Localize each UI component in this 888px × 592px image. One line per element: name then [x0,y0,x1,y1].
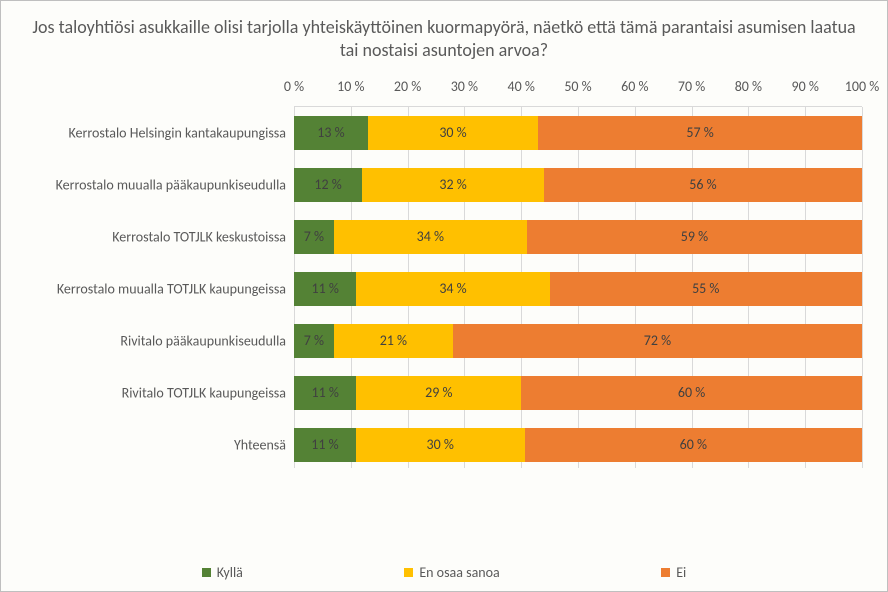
segment-value-label: 57 % [686,124,713,141]
segment-value-label: 60 % [678,384,705,401]
segment-value-label: 34 % [439,280,466,297]
legend-label: Kyllä [217,564,243,581]
x-tick-label: 90 % [792,78,819,95]
bar-row: Yhteensä11 %30 %60 % [294,428,862,462]
bar-segment: 13 % [294,116,368,150]
segment-value-label: 32 % [439,176,466,193]
segment-value-label: 11 % [311,436,338,453]
bar-segment: 29 % [356,376,521,410]
bar-row: Kerrostalo TOTJLK keskustoissa7 %34 %59 … [294,220,862,254]
x-tick-label: 30 % [451,78,478,95]
bar-segment: 11 % [294,428,356,462]
bar-segment: 56 % [544,168,862,202]
legend-label: Ei [676,564,686,581]
bar-segment: 60 % [521,376,862,410]
bar-segment: 7 % [294,220,334,254]
bar-segment: 11 % [294,376,356,410]
segment-value-label: 7 % [304,332,324,349]
segment-value-label: 60 % [680,436,707,453]
legend: Kyllä En osaa sanoa Ei [1,564,887,581]
x-tick-label: 80 % [735,78,762,95]
x-axis: 0 %10 %20 %30 %40 %50 %60 %70 %80 %90 %1… [294,78,862,103]
legend-item: Ei [661,564,686,581]
category-label: Kerrostalo TOTJLK keskustoissa [11,228,294,245]
legend-swatch [404,568,413,577]
x-tick-label: 40 % [508,78,535,95]
segment-value-label: 59 % [681,228,708,245]
bar-segment: 60 % [525,428,862,462]
category-label: Rivitalo pääkaupunkiseudulla [11,332,294,349]
category-label: Kerrostalo muualla TOTJLK kaupungeissa [11,280,294,297]
segment-value-label: 30 % [439,124,466,141]
segment-value-label: 12 % [314,176,341,193]
legend-swatch [202,568,211,577]
bar-segment: 34 % [356,272,549,306]
bars-area: Kerrostalo Helsingin kantakaupungissa13 … [294,106,862,468]
bar-segment: 59 % [527,220,862,254]
segment-value-label: 34 % [417,228,444,245]
segment-value-label: 11 % [312,280,339,297]
segment-value-label: 72 % [644,332,671,349]
bar-row: Kerrostalo muualla TOTJLK kaupungeissa11… [294,272,862,306]
bar-segment: 30 % [356,428,525,462]
bar-row: Rivitalo pääkaupunkiseudulla7 %21 %72 % [294,324,862,358]
x-tick-label: 60 % [621,78,648,95]
category-label: Yhteensä [11,436,294,453]
x-tick-label: 0 % [284,78,304,95]
segment-value-label: 11 % [312,384,339,401]
plot-area: 0 %10 %20 %30 %40 %50 %60 %70 %80 %90 %1… [294,78,862,468]
chart-title: Jos taloyhtiösi asukkaille olisi tarjoll… [31,16,857,63]
legend-item: Kyllä [202,564,243,581]
legend-swatch [661,568,670,577]
segment-value-label: 56 % [689,176,716,193]
segment-value-label: 7 % [304,228,324,245]
bar-segment: 72 % [453,324,862,358]
bar-segment: 57 % [538,116,862,150]
x-tick-label: 70 % [678,78,705,95]
bar-row: Kerrostalo Helsingin kantakaupungissa13 … [294,116,862,150]
segment-value-label: 21 % [380,332,407,349]
x-tick-label: 10 % [337,78,364,95]
category-label: Rivitalo TOTJLK kaupungeissa [11,384,294,401]
x-tick-label: 20 % [394,78,421,95]
bar-segment: 30 % [368,116,538,150]
segment-value-label: 55 % [692,280,719,297]
bar-row: Kerrostalo muualla pääkaupunkiseudulla12… [294,168,862,202]
bar-segment: 11 % [294,272,356,306]
bar-segment: 7 % [294,324,334,358]
bar-segment: 21 % [334,324,453,358]
category-label: Kerrostalo muualla pääkaupunkiseudulla [11,176,294,193]
bar-segment: 55 % [550,272,862,306]
segment-value-label: 29 % [425,384,452,401]
bar-segment: 34 % [334,220,527,254]
gridline [862,107,863,468]
legend-label: En osaa sanoa [419,564,499,581]
bar-segment: 32 % [362,168,544,202]
chart-container: Jos taloyhtiösi asukkaille olisi tarjoll… [0,0,888,592]
bar-segment: 12 % [294,168,362,202]
segment-value-label: 30 % [427,436,454,453]
legend-item: En osaa sanoa [404,564,499,581]
category-label: Kerrostalo Helsingin kantakaupungissa [11,124,294,141]
x-tick-label: 50 % [564,78,591,95]
bar-row: Rivitalo TOTJLK kaupungeissa11 %29 %60 % [294,376,862,410]
x-tick-label: 100 % [845,78,879,95]
segment-value-label: 13 % [317,124,344,141]
